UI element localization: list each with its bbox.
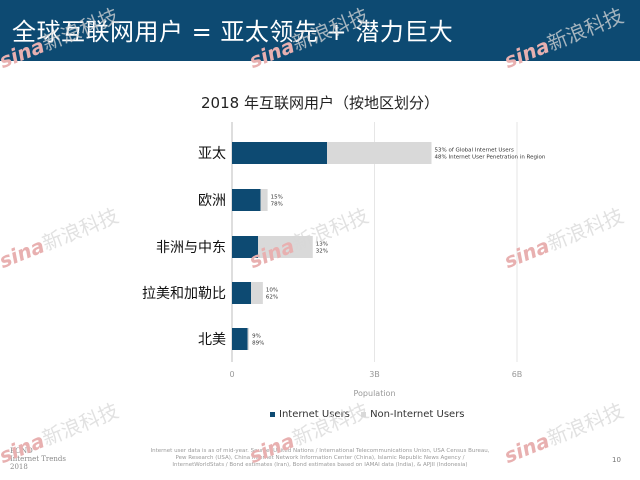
bond-logo: BOND Internet Trends 2018 bbox=[10, 447, 66, 471]
data-annotation: 89% bbox=[252, 341, 264, 347]
internet-users-bar bbox=[232, 282, 251, 304]
x-tick-label: 6B bbox=[512, 370, 523, 379]
non-internet-users-bar bbox=[258, 236, 313, 258]
category-label: 亚太 bbox=[198, 146, 226, 162]
data-annotation: 13% bbox=[316, 242, 328, 248]
data-annotation: 15% bbox=[271, 195, 283, 201]
non-internet-users-bar bbox=[260, 189, 268, 211]
chart-legend: Internet Users Non-Internet Users bbox=[270, 409, 473, 420]
data-annotation: 53% of Global Internet Users bbox=[435, 148, 514, 154]
data-annotation: 10% bbox=[266, 288, 278, 294]
legend-item-internet-users: Internet Users bbox=[270, 409, 350, 420]
internet-users-bar bbox=[232, 142, 327, 164]
legend-label-internet-users: Internet Users bbox=[279, 409, 350, 420]
x-tick-label: 3B bbox=[369, 370, 380, 379]
data-annotation: 9% bbox=[252, 334, 261, 340]
internet-users-bar bbox=[232, 328, 248, 350]
data-annotation: 78% bbox=[271, 202, 283, 208]
x-tick-label: 0 bbox=[229, 370, 234, 379]
x-axis-label: Population bbox=[353, 389, 395, 398]
source-note: Internet user data is as of mid-year. So… bbox=[150, 448, 490, 468]
legend-item-non-internet-users: Non-Internet Users bbox=[361, 409, 465, 420]
non-internet-users-bar bbox=[251, 282, 263, 304]
title-bar: 全球互联网用户 = 亚太领先 + 潜力巨大 bbox=[0, 0, 640, 61]
legend-swatch-non-internet-users bbox=[361, 411, 367, 417]
internet-users-bar bbox=[232, 189, 261, 211]
logo-line: 2018 bbox=[10, 463, 28, 471]
category-label: 欧洲 bbox=[198, 193, 226, 209]
category-label: 非洲与中东 bbox=[156, 240, 226, 256]
internet-users-bar bbox=[232, 236, 259, 258]
logo-line: Internet Trends bbox=[10, 455, 67, 463]
logo-line: BOND bbox=[10, 447, 33, 455]
slide-title: 全球互联网用户 = 亚太领先 + 潜力巨大 bbox=[12, 18, 454, 46]
non-internet-users-bar bbox=[247, 328, 250, 350]
chart-title: 2018 年互联网用户（按地区划分） bbox=[201, 94, 439, 112]
data-annotation: 62% bbox=[266, 295, 278, 301]
legend-label-non-internet-users: Non-Internet Users bbox=[370, 409, 465, 420]
legend-swatch-internet-users bbox=[270, 411, 275, 417]
data-annotation: 48% Internet User Penetration in Region bbox=[435, 155, 546, 161]
category-label: 拉美和加勒比 bbox=[142, 286, 226, 302]
data-annotation: 32% bbox=[316, 249, 328, 255]
page-number: 10 bbox=[612, 456, 621, 464]
non-internet-users-bar bbox=[327, 142, 432, 164]
category-label: 北美 bbox=[198, 332, 226, 348]
